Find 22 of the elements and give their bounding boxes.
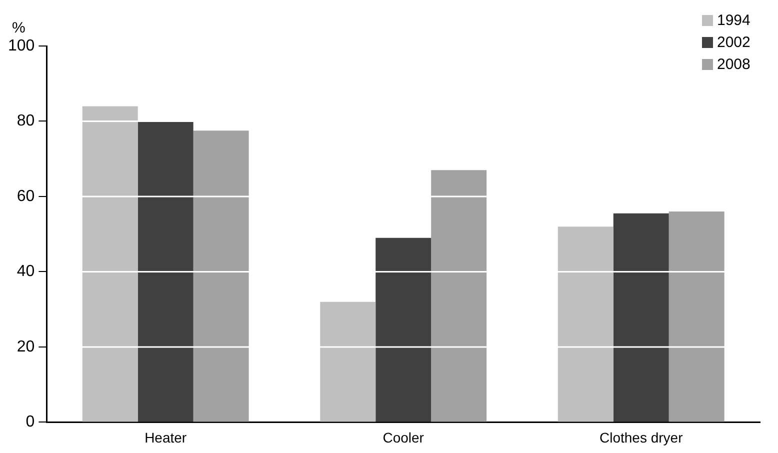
y-tick-label: 100 — [8, 37, 35, 54]
legend-label: 2002 — [717, 34, 750, 52]
y-tick-label: 60 — [16, 188, 35, 205]
x-tick-label: Clothes dryer — [599, 429, 684, 446]
bar — [613, 213, 669, 422]
bar — [558, 226, 614, 422]
bar — [668, 212, 724, 422]
bar — [320, 302, 376, 422]
bar — [376, 238, 432, 422]
y-axis-title: % — [12, 20, 26, 37]
y-tick-label: 0 — [26, 414, 35, 431]
bar — [138, 121, 194, 422]
y-tick-label: 20 — [16, 338, 35, 356]
legend-label: 2008 — [717, 56, 750, 74]
y-tick-label: 80 — [16, 112, 35, 130]
bar — [193, 130, 249, 422]
bar — [431, 170, 487, 422]
x-tick-label: Heater — [144, 429, 187, 446]
x-tick-label: Cooler — [382, 429, 424, 446]
y-tick-label: 40 — [16, 263, 35, 280]
legend-label: 1994 — [717, 12, 750, 30]
bar — [82, 106, 138, 422]
